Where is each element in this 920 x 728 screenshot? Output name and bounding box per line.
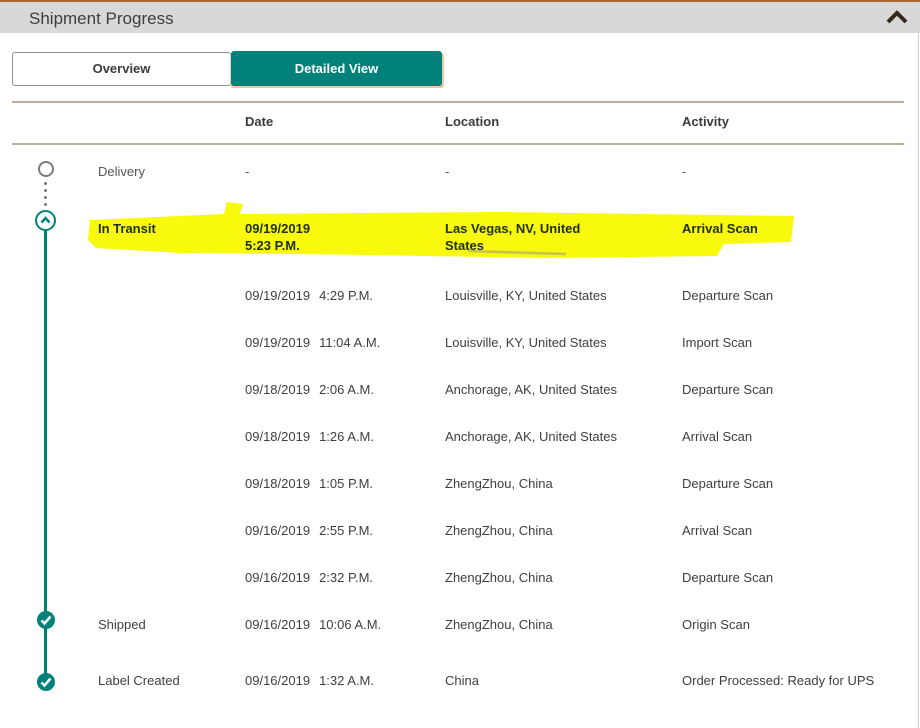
check-icon: [37, 611, 55, 629]
chevron-up-icon: [884, 9, 910, 30]
table-header-rule-top: [12, 101, 904, 103]
timeline-dot: [44, 182, 47, 185]
tab-overview[interactable]: Overview: [12, 52, 231, 86]
row-location: ZhengZhou, China: [445, 570, 553, 585]
row-location: -: [445, 164, 450, 179]
row-activity: Origin Scan: [682, 617, 750, 632]
row-date: 09/18/2019 1:26 A.M.: [245, 429, 374, 444]
row-status: Label Created: [98, 673, 180, 688]
timeline-dot: [44, 196, 47, 199]
collapse-panel-button[interactable]: [882, 8, 912, 30]
row-activity: Order Processed: Ready for UPS: [682, 673, 875, 688]
row-location: Las Vegas, NV, United States: [445, 221, 581, 253]
row-date: 09/19/2019 4:29 P.M.: [245, 288, 374, 303]
panel-right-border: [918, 33, 919, 728]
row-date: 09/16/2019 1:32 A.M.: [245, 673, 374, 688]
panel-header[interactable]: Shipment Progress: [0, 2, 920, 33]
row-activity: Arrival Scan: [682, 523, 753, 538]
column-header-date: Date: [245, 114, 274, 129]
column-header-activity: Activity: [682, 114, 729, 129]
timeline-connector: [44, 230, 47, 683]
highlighter-annotation: [88, 202, 794, 258]
timeline-dot: [44, 189, 47, 192]
row-activity: Arrival Scan: [682, 221, 758, 236]
row-date: 09/16/2019 10:06 A.M.: [245, 617, 382, 632]
row-date: -: [245, 164, 250, 179]
row-location: Anchorage, AK, United States: [445, 429, 617, 444]
row-status: Shipped: [98, 617, 146, 632]
row-location: China: [445, 673, 479, 688]
row-location: Anchorage, AK, United States: [445, 382, 617, 397]
row-activity: Departure Scan: [682, 570, 774, 585]
row-location: ZhengZhou, China: [445, 617, 553, 632]
row-location: ZhengZhou, China: [445, 523, 553, 538]
row-status: Delivery: [98, 164, 145, 179]
tab-detailed-view[interactable]: Detailed View: [231, 51, 442, 86]
row-activity: -: [682, 164, 687, 179]
in-transit-collapse-marker[interactable]: [35, 210, 56, 231]
row-date: 09/18/2019 1:05 P.M.: [245, 476, 374, 491]
row-date: 09/19/2019 11:04 A.M.: [245, 335, 381, 350]
check-icon: [37, 673, 55, 691]
row-date: 09/19/2019 5:23 P.M.: [245, 221, 311, 253]
chevron-up-icon: [37, 216, 54, 233]
table-header-rule-bottom: [12, 143, 904, 145]
row-status: In Transit: [98, 221, 156, 236]
row-activity: Import Scan: [682, 335, 753, 350]
row-date: 09/16/2019 2:55 P.M.: [245, 523, 374, 538]
row-date: 09/18/2019 2:06 A.M.: [245, 382, 374, 397]
row-date: 09/16/2019 2:32 P.M.: [245, 570, 374, 585]
row-activity: Arrival Scan: [682, 429, 753, 444]
row-location: Louisville, KY, United States: [445, 335, 607, 350]
row-activity: Departure Scan: [682, 476, 774, 491]
open-circle-icon: [38, 161, 54, 177]
panel-title: Shipment Progress: [29, 9, 174, 28]
top-accent-line: [0, 0, 920, 2]
row-activity: Departure Scan: [682, 382, 774, 397]
column-header-location: Location: [445, 114, 500, 129]
row-location: Louisville, KY, United States: [445, 288, 607, 303]
row-location: ZhengZhou, China: [445, 476, 553, 491]
row-activity: Departure Scan: [682, 288, 774, 303]
timeline-dot: [44, 203, 47, 206]
